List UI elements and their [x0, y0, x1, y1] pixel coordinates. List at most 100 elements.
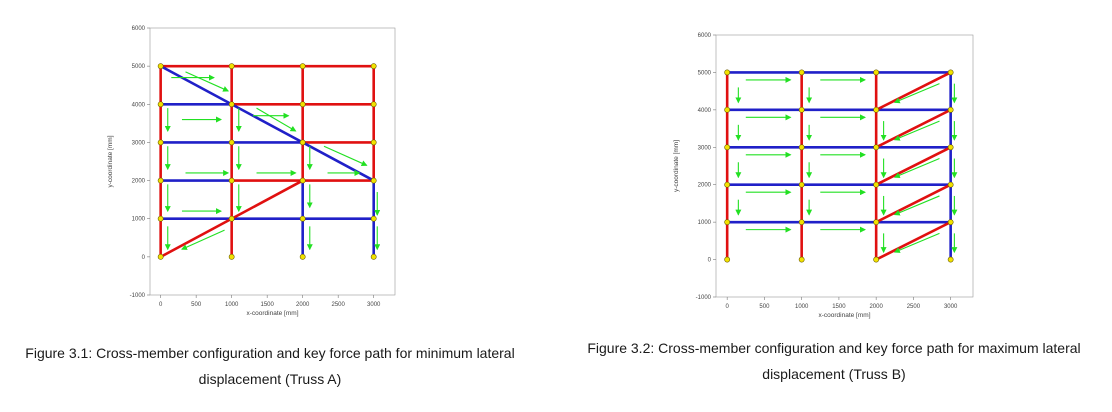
truss-node [299, 215, 306, 222]
truss-node [228, 63, 235, 70]
truss-node [947, 106, 954, 113]
y-tick-label: 4000 [698, 108, 712, 114]
truss-node [724, 256, 731, 263]
x-tick-label: 0 [159, 302, 163, 308]
truss-node [228, 177, 235, 184]
truss-node [798, 106, 805, 113]
x-tick-label: 3000 [367, 302, 381, 308]
y-tick-label: -1000 [696, 295, 712, 301]
force-path-arrow [893, 232, 940, 253]
truss-node [798, 256, 805, 263]
force-path-arrow [185, 71, 230, 92]
truss-node [228, 215, 235, 222]
plot-frame [715, 34, 974, 298]
y-tick-label: 6000 [132, 26, 146, 32]
truss-node [873, 144, 880, 151]
truss-node [299, 101, 306, 108]
figure-truss-b: -1000 0 1000 2000 3000 4000 5000 6000 0 500 1000 15… [556, 0, 1112, 412]
x-tick-label: 1500 [260, 302, 274, 308]
truss-node [157, 253, 164, 260]
x-tick-label: 2000 [296, 302, 310, 308]
y-tick-label: 2000 [698, 183, 712, 189]
truss-node [947, 181, 954, 188]
x-tick-label: 1500 [832, 304, 846, 310]
truss-node [873, 69, 880, 76]
force-path-arrow [256, 107, 297, 132]
caption-b-line2: displacement (Truss B) [762, 366, 906, 382]
truss-node [157, 63, 164, 70]
truss-node [798, 69, 805, 76]
truss-node [370, 139, 377, 146]
truss-a-chart: -1000 0 1000 2000 3000 4000 5000 6000 0 500 1000 15… [107, 26, 396, 317]
plot-frame [149, 27, 396, 296]
x-tick-label: 500 [759, 304, 770, 310]
truss-node [299, 253, 306, 260]
truss-node [228, 253, 235, 260]
x-axis-label: x-coordinate [mm] [246, 310, 298, 317]
x-axis-label: x-coordinate [mm] [818, 312, 870, 319]
figure-caption-b: Figure 3.2: Cross-member configuration a… [556, 335, 1112, 387]
truss-node [724, 69, 731, 76]
y-tick-label: 5000 [698, 70, 712, 76]
truss-node [370, 253, 377, 260]
force-path-arrow [893, 120, 940, 141]
y-tick-label: 3000 [132, 140, 146, 146]
truss-member-tension [874, 108, 952, 149]
truss-node [724, 106, 731, 113]
x-tick-label: 1000 [795, 304, 809, 310]
caption-a-line1: Figure 3.1: Cross-member configuration a… [25, 345, 515, 361]
truss-node [947, 69, 954, 76]
truss-node [157, 139, 164, 146]
force-path-arrow [893, 83, 940, 104]
caption-b-line1: Figure 3.2: Cross-member configuration a… [587, 340, 1081, 356]
force-path-arrow [893, 195, 940, 216]
figure-caption-a: Figure 3.1: Cross-member configuration a… [10, 340, 530, 392]
truss-node [798, 181, 805, 188]
truss-node [157, 215, 164, 222]
truss-node [228, 139, 235, 146]
truss-member-tension [874, 71, 952, 112]
truss-node [873, 181, 880, 188]
truss-node [724, 219, 731, 226]
y-tick-label: 1000 [698, 220, 712, 226]
truss-node [370, 215, 377, 222]
truss-node [299, 63, 306, 70]
truss-node [947, 144, 954, 151]
force-path-arrow [181, 229, 225, 250]
x-tick-label: 2000 [869, 304, 883, 310]
y-axis-label: y-coordinate [mm] [673, 140, 680, 192]
x-tick-label: 2500 [332, 302, 346, 308]
x-tick-label: 1000 [225, 302, 239, 308]
y-tick-label: 0 [142, 255, 146, 261]
truss-node [370, 63, 377, 70]
truss-node [947, 219, 954, 226]
truss-node [228, 101, 235, 108]
y-tick-label: 2000 [132, 179, 146, 185]
truss-node [798, 144, 805, 151]
y-tick-label: 0 [708, 258, 712, 264]
force-path-arrow [323, 145, 368, 167]
truss-node [157, 177, 164, 184]
truss-member-compression [159, 64, 375, 182]
y-tick-label: -1000 [130, 293, 146, 299]
truss-node [947, 256, 954, 263]
truss-node [873, 219, 880, 226]
x-tick-label: 3000 [944, 304, 958, 310]
force-path-arrow [893, 158, 940, 179]
truss-member-tension [874, 183, 952, 224]
truss-member-tension [874, 220, 952, 261]
y-axis-label: y-coordinate [mm] [107, 135, 114, 187]
truss-node [370, 177, 377, 184]
y-tick-label: 4000 [132, 102, 146, 108]
x-tick-label: 2500 [907, 304, 921, 310]
truss-node [724, 144, 731, 151]
truss-member-tension [874, 145, 952, 187]
truss-node [873, 256, 880, 263]
x-tick-label: 500 [191, 302, 202, 308]
figure-truss-a: -1000 0 1000 2000 3000 4000 5000 6000 0 500 1000 15… [10, 26, 530, 392]
caption-a-line2: displacement (Truss A) [198, 371, 342, 387]
truss-node [299, 139, 306, 146]
truss-node [724, 181, 731, 188]
truss-node [873, 106, 880, 113]
truss-node [370, 101, 377, 108]
